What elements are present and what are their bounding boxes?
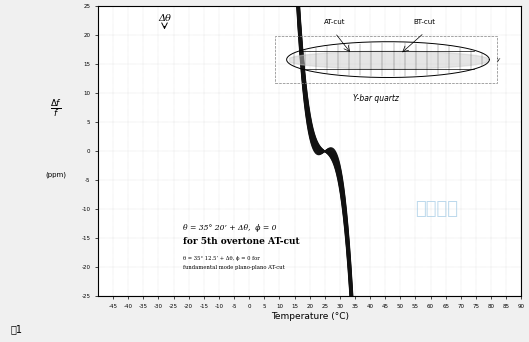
Text: for 5th overtone AT-cut: for 5th overtone AT-cut xyxy=(183,237,299,246)
Text: 华尔电子: 华尔电子 xyxy=(415,200,458,218)
Text: fundamental mode plano-plano AT-cut: fundamental mode plano-plano AT-cut xyxy=(183,265,285,270)
Text: Δθ: Δθ xyxy=(158,14,171,23)
Text: 图1: 图1 xyxy=(11,324,23,334)
X-axis label: Temperature (°C): Temperature (°C) xyxy=(271,312,349,321)
Text: (ppm): (ppm) xyxy=(45,171,66,178)
Text: θ = 35° 12.5’ + Δθ, ϕ = 0 for: θ = 35° 12.5’ + Δθ, ϕ = 0 for xyxy=(183,256,259,261)
Text: $\frac{\Delta f}{f}$: $\frac{\Delta f}{f}$ xyxy=(50,97,62,119)
Text: θ = 35° 20’ + Δθ,  ϕ = 0: θ = 35° 20’ + Δθ, ϕ = 0 xyxy=(183,224,276,232)
